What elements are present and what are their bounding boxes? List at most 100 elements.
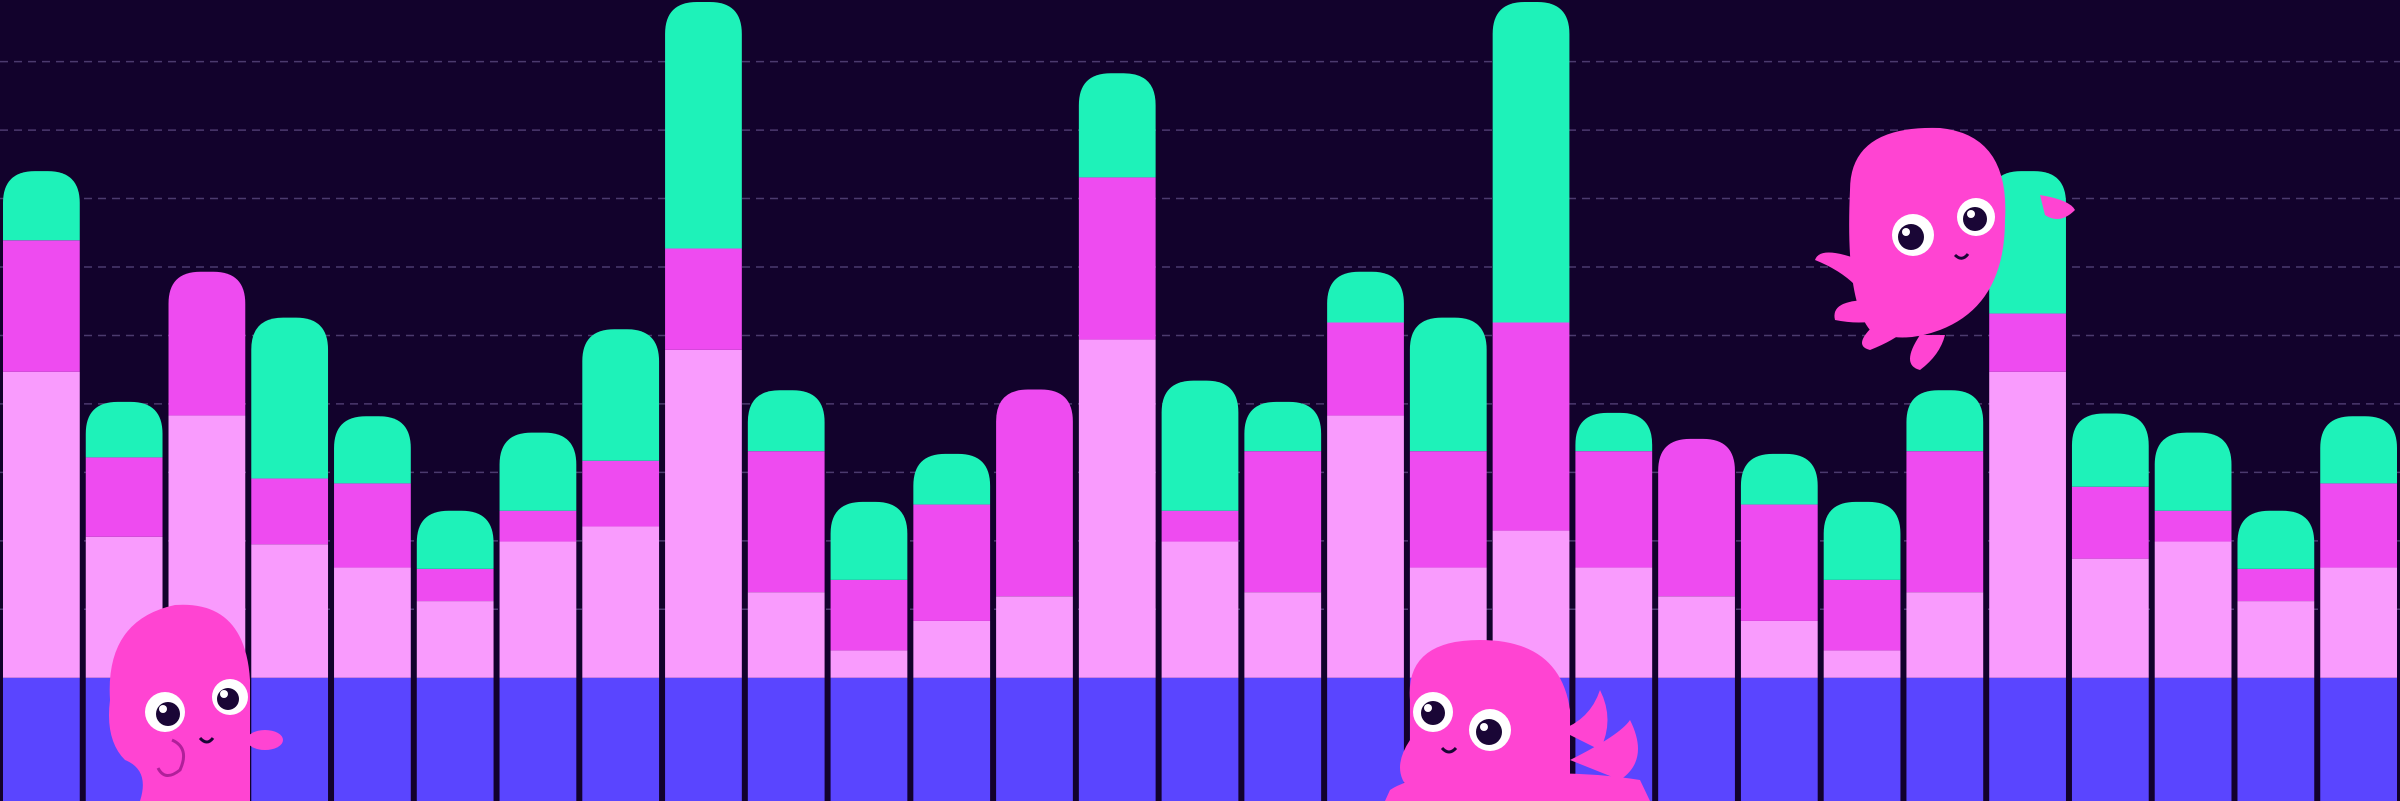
bar-segment [2237, 510, 2315, 569]
bar-segment [830, 650, 908, 678]
bar-segment [1161, 677, 1239, 801]
bar-segment [499, 541, 577, 678]
bar-segment [582, 526, 660, 678]
bar-segment [1409, 451, 1487, 568]
bar-segment [3, 371, 80, 678]
bar-segment [1658, 596, 1735, 678]
bar-segment [1823, 677, 1901, 801]
bar-segment [168, 271, 246, 416]
bar-segment [251, 544, 329, 678]
bar-segment [2071, 413, 2149, 487]
bar-segment [1740, 504, 1818, 621]
bar-segment [1989, 677, 2066, 801]
bar-segment [416, 601, 494, 678]
bar-segment [996, 596, 1073, 678]
bar-segment [1078, 177, 1156, 340]
bar-segment [1906, 592, 1984, 678]
bar-segment [1409, 317, 1487, 452]
bar-segment [1244, 592, 1322, 678]
bar-segment [1989, 313, 2066, 372]
bar-segment [1244, 451, 1322, 593]
bar-segment [582, 460, 660, 527]
bar-segment [1906, 677, 1984, 801]
bar-segment [1078, 339, 1156, 678]
bar-segment [913, 504, 991, 621]
bar-segment [996, 389, 1073, 597]
bar-segment [665, 248, 742, 350]
bar-segment [1327, 677, 1404, 801]
bar-segment [1575, 412, 1653, 452]
bar-segment [1575, 567, 1653, 678]
bar-segment [1161, 510, 1239, 542]
bar-segment [2154, 677, 2232, 801]
bar-segment [1492, 2, 1570, 323]
bar-segment [996, 677, 1073, 801]
bar-segment [2071, 558, 2149, 678]
bar-segment [747, 677, 825, 801]
bar-segment [334, 416, 411, 484]
bar-segment [2237, 568, 2315, 602]
bar-segment [1823, 579, 1901, 651]
bar-segment [334, 483, 411, 568]
bar-segment [1906, 390, 1984, 452]
bar-segment [830, 579, 908, 651]
bar-segment [913, 620, 991, 678]
bar-segment [499, 510, 577, 542]
bar-segment [251, 478, 329, 545]
bar-segment [1823, 501, 1901, 580]
bar-segment [1658, 677, 1735, 801]
bar-segment [3, 240, 80, 372]
bar-segment [747, 592, 825, 678]
bar-segment [665, 2, 742, 249]
bar-segment [416, 510, 494, 569]
bar-segment [1161, 380, 1239, 511]
bar-segment [2320, 567, 2397, 678]
bar-segment [416, 677, 494, 801]
bar-segment [1989, 371, 2066, 678]
bar-segment [85, 457, 163, 537]
bar-segment [1244, 677, 1322, 801]
bar-segment [830, 501, 908, 580]
bar-segment [416, 568, 494, 602]
bar-segment [2154, 510, 2232, 542]
bar-segment [1327, 322, 1404, 416]
bar-segment [1740, 453, 1818, 505]
bar-segment [665, 349, 742, 678]
bar-segment [1823, 650, 1901, 678]
bar-segment [1492, 322, 1570, 531]
bar-segment [1906, 451, 1984, 593]
bar-segment [1078, 73, 1156, 178]
bar-segment [913, 453, 991, 505]
bar-segment [830, 677, 908, 801]
bar-segment [2320, 483, 2397, 568]
bar-segment [1740, 620, 1818, 678]
bar-segment [1740, 677, 1818, 801]
bar-segment [582, 677, 660, 801]
bar-segment [913, 677, 991, 801]
bar-segment [2237, 677, 2315, 801]
bar-segment [2071, 486, 2149, 559]
bar-segment [3, 171, 80, 241]
bar-segment [1244, 401, 1322, 452]
bars [3, 2, 2397, 801]
bar-segment [2154, 541, 2232, 678]
bar-segment [2154, 432, 2232, 511]
bar-segment [85, 401, 163, 458]
bar-segment [3, 677, 80, 801]
bar-segment [334, 677, 411, 801]
bar-segment [1327, 271, 1404, 323]
bar-segment [2320, 416, 2397, 484]
octopus-bottom [1385, 640, 1650, 801]
bar-segment [1327, 415, 1404, 678]
bar-segment [747, 390, 825, 452]
bar-segment [747, 451, 825, 593]
bar-segment [582, 329, 660, 461]
bar-segment [334, 567, 411, 678]
bar-segment [1161, 541, 1239, 678]
octopus-left [109, 604, 283, 801]
bar-segment [1658, 438, 1735, 597]
bar-segment [499, 677, 577, 801]
bar-segment [665, 677, 742, 801]
